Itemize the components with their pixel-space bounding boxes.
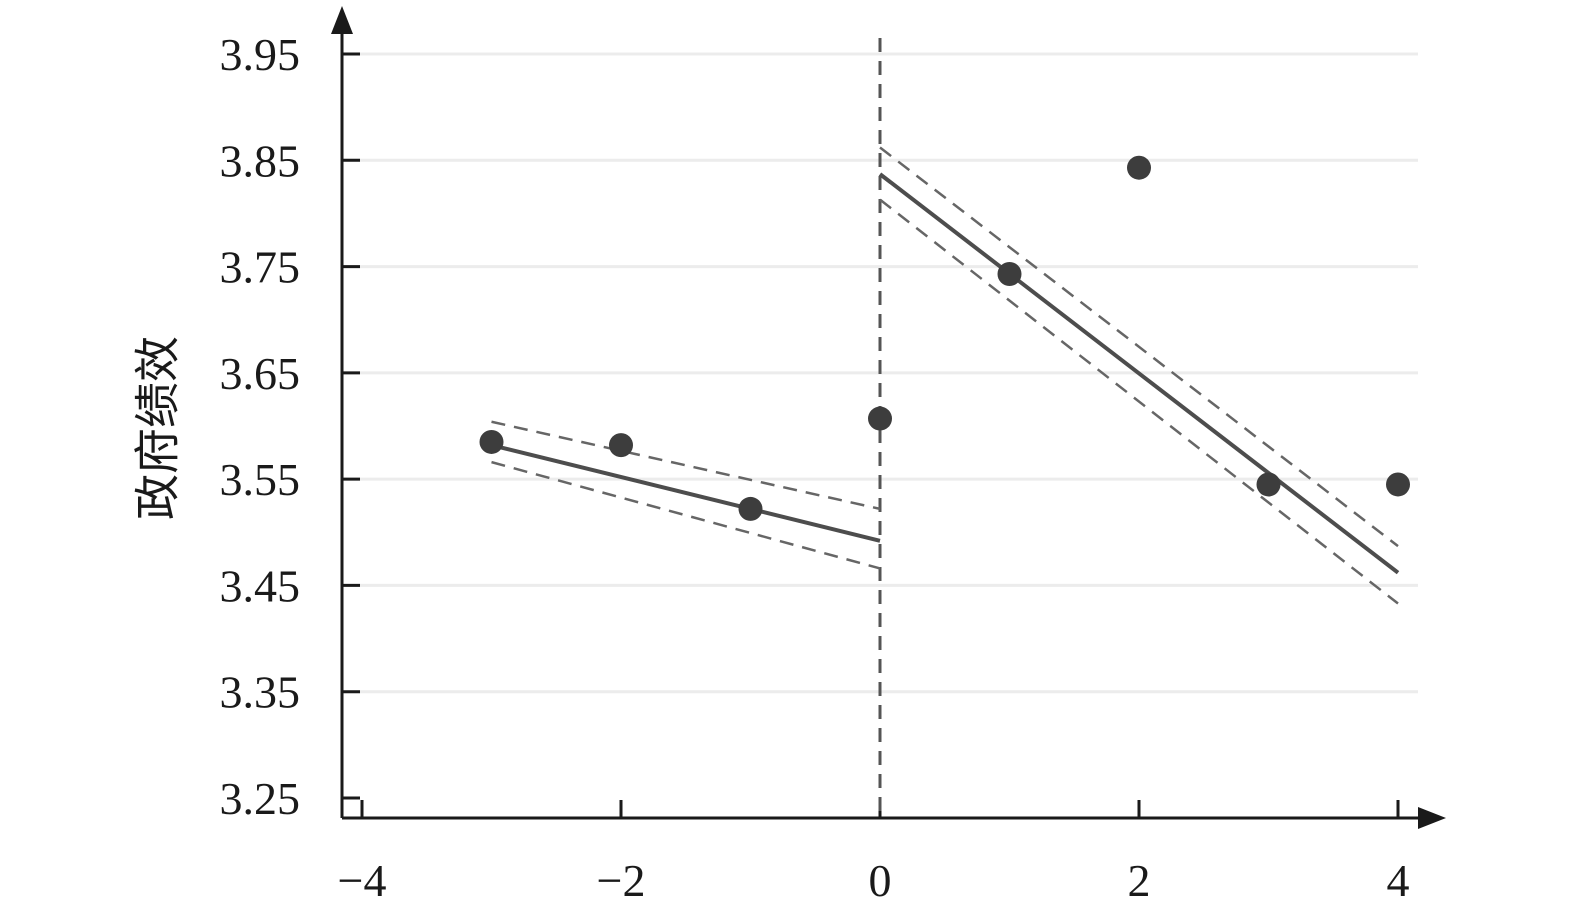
y-tick-label: 3.45: [220, 560, 301, 611]
data-point: [738, 496, 763, 521]
data-point: [868, 406, 892, 431]
x-tick-label: 2: [1128, 855, 1151, 906]
x-tick-label: 4: [1387, 855, 1410, 906]
fit-lines: [491, 38, 1400, 818]
ci-lower-line-left: [491, 460, 881, 570]
x-axis-arrow: [1418, 807, 1446, 829]
ci-upper-line-left: [491, 420, 881, 511]
x-tick-label: 0: [869, 855, 892, 906]
y-tick-label: 3.75: [220, 242, 301, 293]
axis-labels: 政府绩效 3.25 3.35 3.45 3.55 3.65 3.75 3.85 3.95 −4 −…: [133, 29, 1410, 906]
data-point: [1256, 472, 1281, 497]
data-point: [479, 429, 504, 454]
data-point: [1386, 472, 1410, 497]
y-tick-label: 3.25: [220, 773, 301, 824]
y-tick-label: 3.85: [220, 135, 301, 186]
y-tick-label: 3.35: [220, 667, 301, 718]
y-tick-label: 3.95: [220, 29, 301, 80]
data-point: [1127, 155, 1151, 180]
y-axis-label: 政府绩效: [133, 336, 184, 520]
ci-lower-line-right: [879, 198, 1399, 605]
y-tick-label: 3.65: [220, 348, 301, 399]
ci-upper-line-right: [879, 146, 1399, 548]
fit-line-right: [878, 172, 1400, 575]
x-tick-label: −4: [338, 855, 387, 906]
y-tick-label: 3.55: [220, 454, 301, 505]
data-points: [479, 155, 1410, 521]
y-axis-arrow: [331, 6, 353, 34]
data-point: [609, 433, 633, 458]
fit-line-left: [491, 443, 881, 543]
data-point: [997, 262, 1022, 287]
axes: [331, 6, 1446, 829]
x-tick-label: −2: [597, 855, 646, 906]
